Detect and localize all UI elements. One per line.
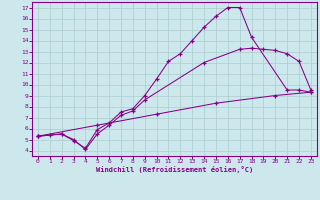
X-axis label: Windchill (Refroidissement éolien,°C): Windchill (Refroidissement éolien,°C): [96, 166, 253, 173]
